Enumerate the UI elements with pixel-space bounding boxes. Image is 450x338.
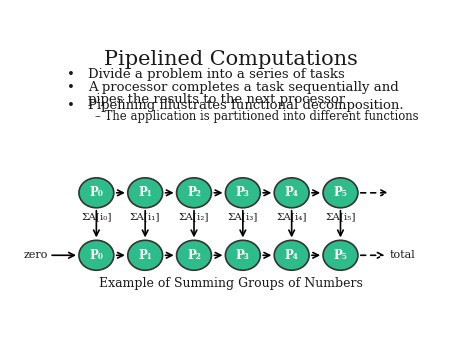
Ellipse shape	[323, 240, 358, 270]
Ellipse shape	[176, 178, 212, 208]
Text: ΣA[i₃]: ΣA[i₃]	[228, 212, 258, 221]
Ellipse shape	[79, 240, 114, 270]
Text: P₀: P₀	[90, 249, 104, 262]
Ellipse shape	[225, 240, 260, 270]
Ellipse shape	[274, 240, 309, 270]
Text: ΣA[i₄]: ΣA[i₄]	[276, 212, 307, 221]
Text: P₂: P₂	[187, 249, 201, 262]
Text: P₃: P₃	[236, 249, 250, 262]
Ellipse shape	[128, 240, 162, 270]
Text: •: •	[67, 81, 75, 94]
Text: Example of Summing Groups of Numbers: Example of Summing Groups of Numbers	[99, 277, 363, 290]
Text: ΣA[i₂]: ΣA[i₂]	[179, 212, 209, 221]
Text: – The application is partitioned into different functions: – The application is partitioned into di…	[94, 110, 418, 123]
Text: •: •	[67, 99, 75, 112]
Ellipse shape	[176, 240, 212, 270]
Ellipse shape	[128, 178, 162, 208]
Text: •: •	[67, 68, 75, 81]
Text: zero: zero	[23, 250, 48, 260]
Text: P₂: P₂	[187, 186, 201, 199]
Ellipse shape	[323, 178, 358, 208]
Text: P₅: P₅	[333, 186, 347, 199]
Text: Divide a problem into a series of tasks: Divide a problem into a series of tasks	[88, 68, 344, 81]
Text: ΣA[i₀]: ΣA[i₀]	[81, 212, 112, 221]
Text: total: total	[389, 250, 415, 260]
Text: P₄: P₄	[285, 249, 299, 262]
Ellipse shape	[274, 178, 309, 208]
Text: P₁: P₁	[138, 186, 152, 199]
Ellipse shape	[79, 178, 114, 208]
Text: P₄: P₄	[285, 186, 299, 199]
Text: ΣA[i₅]: ΣA[i₅]	[325, 212, 356, 221]
Text: A processor completes a task sequentially and: A processor completes a task sequentiall…	[88, 81, 398, 94]
Text: P₅: P₅	[333, 249, 347, 262]
Text: Pipelining illustrates functional decomposition.: Pipelining illustrates functional decomp…	[88, 99, 403, 112]
Text: ΣA[i₁]: ΣA[i₁]	[130, 212, 161, 221]
Text: P₃: P₃	[236, 186, 250, 199]
Text: P₁: P₁	[138, 249, 152, 262]
Text: P₀: P₀	[90, 186, 104, 199]
Ellipse shape	[225, 178, 260, 208]
Text: Pipelined Computations: Pipelined Computations	[104, 50, 358, 69]
Text: pipes the results to the next processor: pipes the results to the next processor	[88, 93, 345, 106]
